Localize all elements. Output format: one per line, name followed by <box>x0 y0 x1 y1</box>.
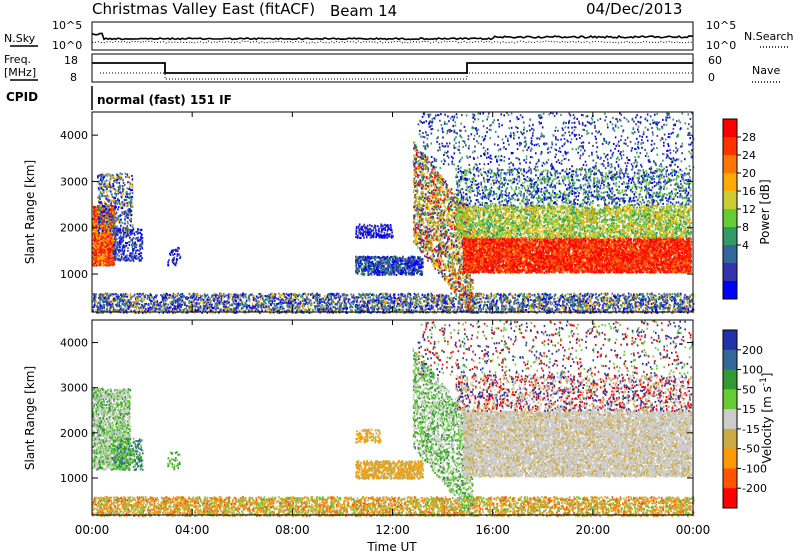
freq-label-2: [MHz] <box>4 66 36 79</box>
nave-tick-bottom: 0 <box>708 71 715 84</box>
cpid-value: normal (fast) 151 IF <box>97 93 232 107</box>
nsky-tick-bottom: 10^0 <box>52 39 82 52</box>
nsky-trace <box>92 33 693 39</box>
freq-panel-frame <box>92 54 693 82</box>
beam-label: Beam 14 <box>330 2 397 20</box>
freq-trace <box>92 63 693 73</box>
station-title: Christmas Valley East (fitACF) <box>92 0 315 18</box>
power-scatter-layer <box>92 112 695 314</box>
date-label: 04/Dec/2013 <box>586 0 682 18</box>
nsearch-tick-top: 10^5 <box>706 19 736 32</box>
nave-label: Nave <box>752 64 780 77</box>
nave-tick-top: 60 <box>708 54 722 67</box>
scatter-cell <box>96 265 98 267</box>
power-panel: 1000200030004000 Slant Range [km] <box>23 112 695 314</box>
freq-tick-top: 18 <box>64 54 78 67</box>
radar-summary-figure: Christmas Valley East (fitACF) Beam 14 0… <box>0 0 800 554</box>
nsearch-tick-bottom: 10^0 <box>706 39 736 52</box>
nsky-tick-top: 10^5 <box>52 19 82 32</box>
scatter-cell <box>110 243 112 245</box>
nsearch-trace <box>92 41 693 43</box>
freq-tick-bottom: 8 <box>70 71 77 84</box>
nsky-label: N.Sky <box>4 32 36 45</box>
scatter-cell <box>100 253 102 255</box>
cpid-label: CPID <box>6 90 38 104</box>
scatter-cell <box>92 218 94 220</box>
scatter-cell <box>96 225 98 227</box>
freq-label-1: Freq. <box>4 53 31 66</box>
nsearch-label: N.Search <box>744 30 794 43</box>
scatter-cell <box>96 219 98 221</box>
